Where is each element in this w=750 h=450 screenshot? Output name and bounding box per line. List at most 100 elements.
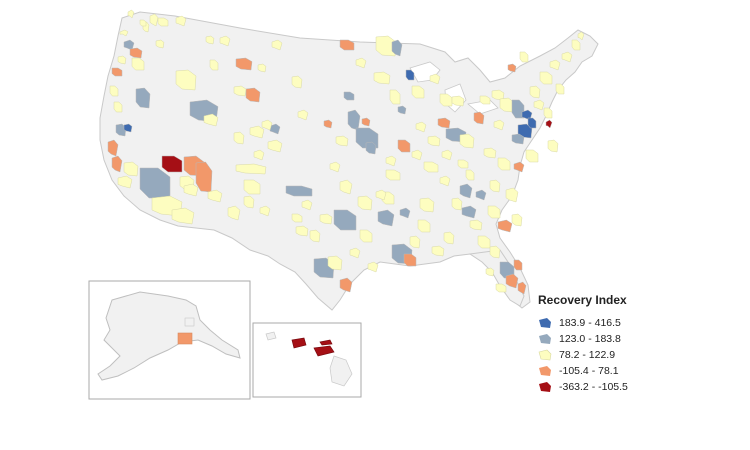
metro-region: [443, 231, 455, 245]
metro-region: [473, 111, 485, 125]
metro-region: [403, 253, 417, 267]
metro-region: [267, 139, 283, 153]
metro-region: [429, 73, 441, 85]
metro-region: [511, 213, 523, 227]
swatch-shape: [539, 366, 551, 376]
metro-region: [339, 179, 353, 195]
metro-region: [489, 179, 501, 193]
metro-region: [309, 229, 321, 243]
metro-region: [235, 163, 267, 175]
hawaii-island-kauai: [265, 331, 277, 341]
metro-region: [149, 13, 159, 27]
metro-region: [389, 89, 401, 105]
metro-region: [511, 99, 525, 119]
contiguous-us-land: [99, 11, 599, 311]
metro-region: [343, 91, 355, 101]
metro-region: [323, 119, 333, 129]
metro-region: [291, 75, 303, 89]
metro-region: [259, 205, 271, 217]
metro-region: [365, 141, 377, 155]
metro-region: [513, 259, 523, 271]
metro-region: [115, 123, 127, 137]
metro-region: [399, 207, 411, 219]
metro-region: [261, 119, 273, 131]
legend-label: 78.2 - 122.9: [559, 349, 616, 361]
metro-region: [527, 117, 537, 129]
metro-region: [157, 17, 169, 27]
metro-region: [253, 149, 265, 161]
legend-label: -363.2 - -105.5: [559, 381, 628, 393]
metro-region: [327, 255, 343, 271]
alaska-region: [184, 317, 195, 327]
metro-region: [417, 219, 431, 233]
metro-region: [355, 57, 367, 69]
metro-region: [397, 105, 407, 115]
legend-label: 123.0 - 183.8: [559, 333, 621, 345]
metro-region: [245, 87, 261, 103]
metro-region: [439, 175, 451, 187]
metro-region: [547, 139, 559, 153]
metro-region: [291, 213, 303, 223]
metro-region: [233, 85, 247, 97]
metro-region: [517, 123, 533, 139]
metro-region: [349, 247, 361, 259]
legend-swatch-icon: [538, 365, 552, 377]
metro-region: [129, 47, 143, 59]
metro-region: [123, 123, 133, 133]
metro-region: [297, 109, 309, 121]
metro-region: [301, 199, 313, 211]
metro-region: [333, 209, 357, 231]
metro-region: [545, 119, 553, 129]
metro-region: [405, 69, 415, 81]
metro-region: [437, 117, 451, 129]
metro-region: [361, 117, 371, 127]
metro-region: [227, 205, 241, 221]
metro-region: [219, 35, 231, 47]
metro-region: [411, 85, 425, 99]
legend-label: -105.4 - 78.1: [559, 365, 619, 377]
metro-region: [525, 149, 539, 163]
metro-region: [505, 187, 519, 203]
legend-swatch-icon: [538, 333, 552, 345]
metro-region: [489, 245, 501, 259]
metro-region: [511, 133, 525, 145]
metro-region: [243, 195, 255, 209]
metro-region: [513, 161, 525, 173]
metro-region: [257, 63, 267, 73]
metro-region: [209, 59, 219, 71]
metro-region: [493, 119, 505, 131]
legend-label: 183.9 - 416.5: [559, 317, 621, 329]
metro-region: [457, 159, 469, 169]
metro-region: [451, 197, 463, 211]
metro-region: [475, 189, 487, 201]
metro-region: [373, 71, 391, 85]
metro-region: [207, 189, 223, 203]
metro-region: [487, 205, 501, 219]
metro-region: [271, 39, 283, 51]
metro-region: [375, 35, 397, 57]
metro-regions: [107, 9, 585, 295]
metro-region: [571, 39, 581, 51]
metro-region: [205, 35, 215, 45]
swatch-shape: [538, 349, 552, 361]
metro-region: [107, 139, 119, 157]
hawaii-island-oahu: [291, 337, 307, 349]
metro-region: [479, 95, 491, 105]
metro-region: [109, 85, 119, 97]
metro-region: [423, 161, 439, 173]
metro-region: [439, 93, 453, 107]
metro-region: [555, 83, 565, 95]
metro-region: [483, 147, 497, 159]
metro-region: [329, 161, 341, 173]
legend-swatch-icon: [538, 381, 552, 393]
metro-region: [397, 139, 411, 153]
metro-region: [339, 277, 353, 293]
metro-region: [391, 39, 403, 57]
metro-region: [375, 189, 387, 201]
metro-region: [441, 149, 453, 161]
legend-swatch-icon: [538, 349, 552, 361]
metro-region: [465, 169, 475, 181]
metro-region: [461, 205, 477, 219]
metro-region: [539, 71, 553, 85]
metro-region: [357, 195, 373, 211]
